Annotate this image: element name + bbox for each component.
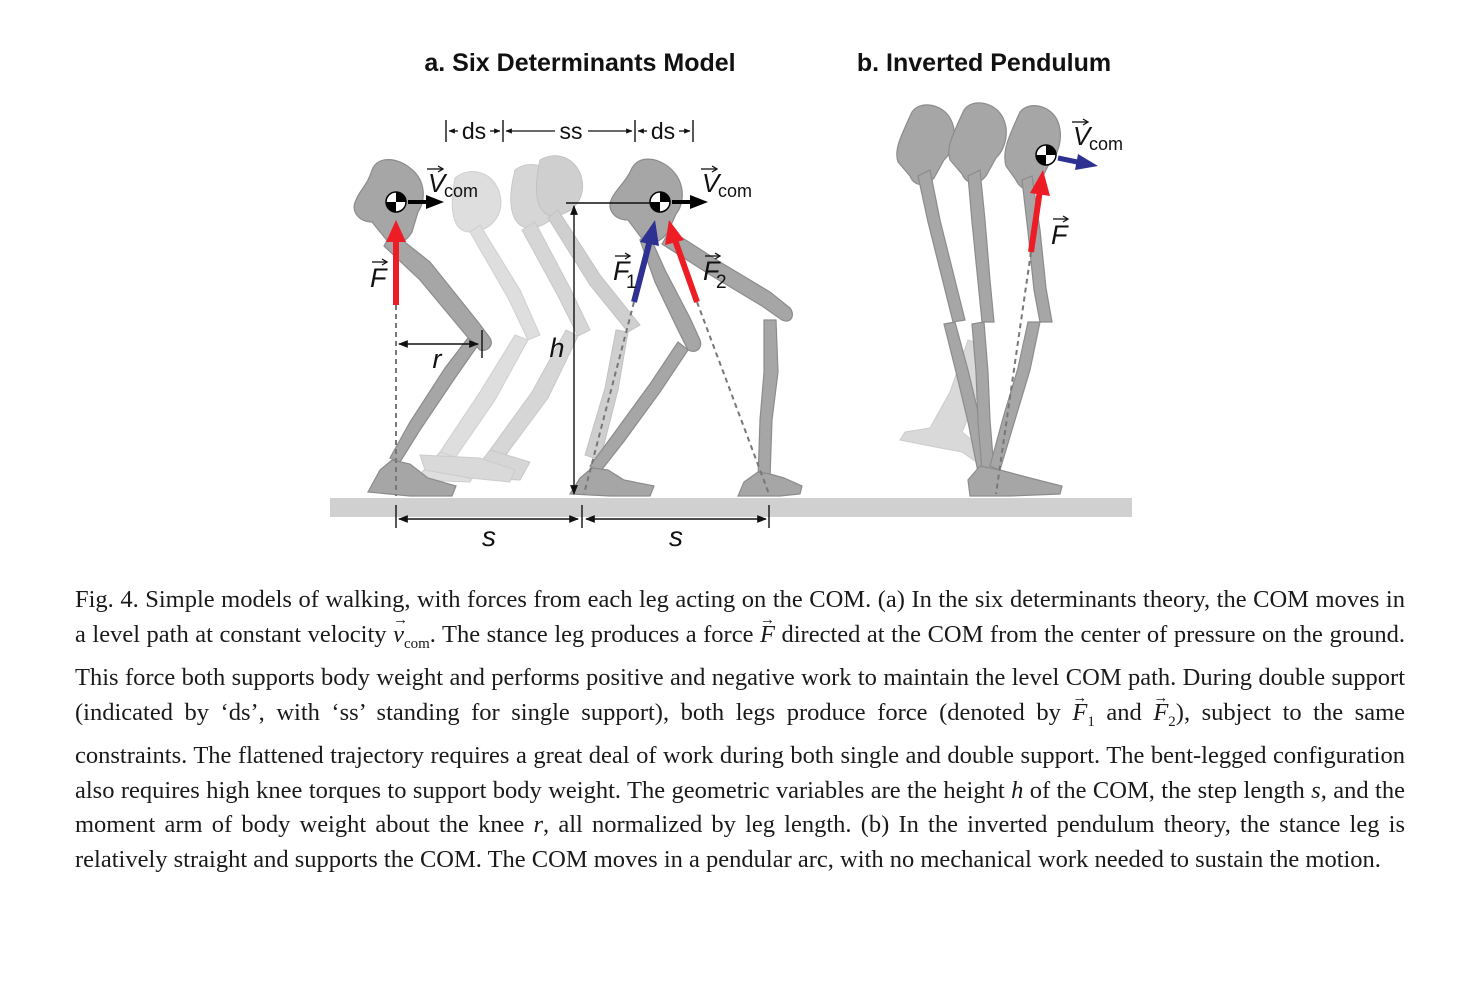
caption-h-symbol: h xyxy=(1011,776,1024,804)
moment-arm-label: r xyxy=(433,344,443,374)
svg-text:1: 1 xyxy=(626,272,637,293)
step-label-left: s xyxy=(482,521,496,552)
panel-b-title: b. Inverted Pendulum xyxy=(857,49,1111,77)
pendulum-poses xyxy=(896,102,1063,497)
svg-text:V: V xyxy=(702,168,722,198)
right-stance-skeleton xyxy=(568,158,803,497)
panel-a-title: a. Six Determinants Model xyxy=(424,49,735,77)
caption-text-1: Fig. 4. Simple models of walking, with f… xyxy=(75,586,1405,648)
caption-v-sub: com xyxy=(403,635,430,652)
svg-text:F: F xyxy=(1051,220,1069,250)
caption-v-symbol: v xyxy=(393,603,404,653)
svg-text:V: V xyxy=(428,168,448,198)
step-label-right: s xyxy=(669,521,683,552)
caption-f-symbol: F xyxy=(760,603,775,653)
com-marker-right xyxy=(649,191,671,213)
pendulum-velocity-label: V com xyxy=(1072,118,1123,154)
force-label-left: F xyxy=(370,258,389,293)
caption-text-8: , all normalized by leg length. (b) In t… xyxy=(75,811,1405,873)
pendulum-com-marker xyxy=(1035,144,1057,166)
pendulum-force-arrow xyxy=(1028,170,1050,253)
right-rear-femur xyxy=(639,230,702,352)
velocity-arrow-left xyxy=(408,195,444,209)
svg-text:com: com xyxy=(444,181,478,201)
svg-text:F: F xyxy=(703,256,721,286)
faded-pose-1 xyxy=(413,171,541,483)
ground-bar xyxy=(330,498,1132,517)
right-rear-foot xyxy=(568,467,655,497)
caption-text-3: directed at the COM from the center of p… xyxy=(75,620,1405,726)
left-tibia xyxy=(389,337,479,463)
height-label: h xyxy=(549,333,564,363)
force-arrow-left xyxy=(386,220,406,305)
caption-text-7: , and the moment arm of body weight abou… xyxy=(75,776,1405,839)
svg-text:F: F xyxy=(370,263,388,293)
caption-f1-sub: 1 xyxy=(1087,713,1095,730)
walking-models-figure: a. Six Determinants Model b. Inverted Pe… xyxy=(330,49,1132,552)
pendulum-velocity-arrow xyxy=(1057,154,1098,170)
caption-f1-symbol: F xyxy=(1072,681,1087,731)
dashed-lines-a xyxy=(395,301,770,496)
phase-markers xyxy=(445,120,694,142)
right-front-foot xyxy=(737,471,803,497)
left-foot xyxy=(367,459,457,497)
velocity-label-right: V com xyxy=(701,165,752,201)
caption-text-4: and xyxy=(1094,698,1154,726)
right-front-tibia xyxy=(757,319,779,479)
figure-caption: Fig. 4. Simple models of walking, with f… xyxy=(75,583,1405,878)
caption-r-symbol: r xyxy=(533,811,544,839)
caption-text-5: ), subject to the same constraints. The … xyxy=(75,698,1405,804)
com-marker-left xyxy=(385,191,407,213)
caption-s-symbol: s xyxy=(1311,776,1321,804)
force-arrow-2 xyxy=(665,220,700,304)
phase-ds-right: ds xyxy=(651,118,675,144)
left-femur xyxy=(383,231,492,351)
velocity-label-left: V com xyxy=(427,165,478,201)
height-dimension xyxy=(566,202,650,495)
pendulum-dashed-line xyxy=(995,251,1032,495)
velocity-arrow-right xyxy=(672,195,708,209)
svg-text:V: V xyxy=(1073,121,1093,151)
svg-text:2: 2 xyxy=(716,272,727,293)
svg-text:com: com xyxy=(1089,134,1123,154)
caption-f2-symbol: F xyxy=(1153,681,1168,731)
caption-f2-sub: 2 xyxy=(1168,713,1176,730)
left-swing-leg xyxy=(419,454,516,483)
svg-text:F: F xyxy=(613,256,631,286)
moment-arm-dimension xyxy=(398,330,483,358)
phase-ss: ss xyxy=(560,118,583,144)
force-arrow-1 xyxy=(631,220,659,303)
right-front-femur xyxy=(661,229,794,322)
phase-ds-left: ds xyxy=(462,118,486,144)
caption-text-6: of the COM, the step length xyxy=(1023,776,1312,804)
right-rear-tibia xyxy=(589,341,689,473)
svg-text:com: com xyxy=(718,181,752,201)
force1-label: F 1 xyxy=(613,252,637,293)
pendulum-force-label: F xyxy=(1051,215,1070,250)
step-length-dimensions xyxy=(395,505,770,528)
caption-text-2: . The stance leg produces a force xyxy=(429,620,760,648)
force2-label: F 2 xyxy=(703,252,727,293)
